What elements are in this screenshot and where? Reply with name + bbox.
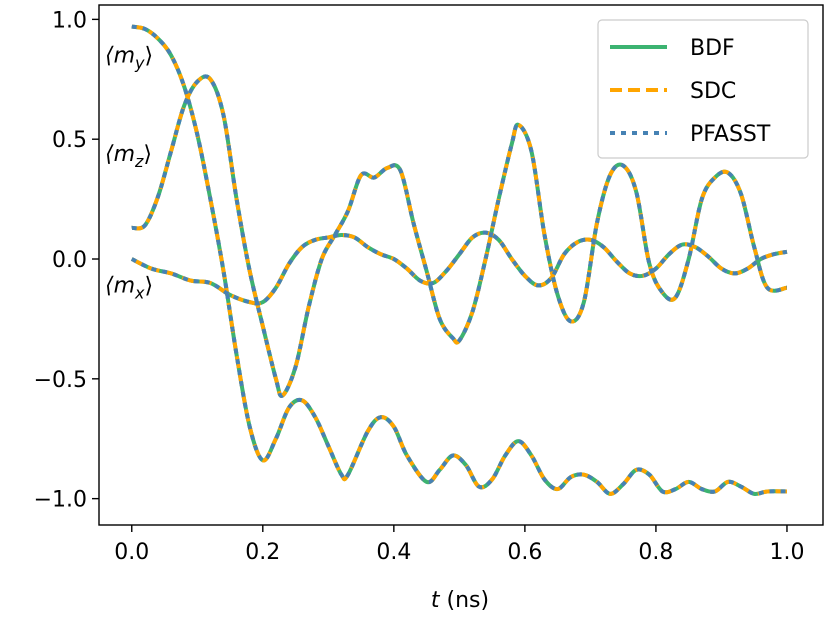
x-tick-label: 0.0 <box>114 540 149 565</box>
y-tick-label: 1.0 <box>52 8 87 33</box>
legend-label-sdc: SDC <box>690 79 736 104</box>
x-tick-label: 0.8 <box>638 540 673 565</box>
x-tick-label: 0.2 <box>245 540 280 565</box>
series-pfasst-mx <box>130 230 788 306</box>
x-tick-label: 1.0 <box>769 540 804 565</box>
plot-frame <box>98 4 824 526</box>
plot-lines <box>130 24 788 496</box>
x-axis-ticks: 0.0 0.2 0.4 0.6 0.8 1.0 <box>114 525 804 565</box>
legend-label-pfasst: PFASST <box>690 122 771 147</box>
series-sdc-mx <box>130 230 788 306</box>
y-axis-ticks: 1.0 0.5 0.0 −0.5 −1.0 <box>34 8 99 513</box>
x-axis-label-var: t <box>431 588 441 613</box>
legend-box <box>597 19 809 159</box>
y-tick-label: −0.5 <box>34 368 87 393</box>
curve-label-mx: ⟨mx⟩ <box>105 274 153 303</box>
curve-labels: ⟨my⟩ ⟨mz⟩ ⟨mx⟩ <box>105 44 153 303</box>
x-tick-label: 0.6 <box>507 540 542 565</box>
legend-label-bdf: BDF <box>690 36 735 61</box>
curve-label-mz: ⟨mz⟩ <box>105 142 152 171</box>
curve-label-my: ⟨my⟩ <box>105 44 153 73</box>
x-axis-label: t (ns) <box>431 588 489 613</box>
y-tick-label: −1.0 <box>34 488 87 513</box>
series-pfasst-mz <box>131 74 788 398</box>
x-tick-label: 0.4 <box>376 540 411 565</box>
y-tick-label: 0.0 <box>52 248 87 273</box>
x-axis-label-unit: (ns) <box>440 588 490 613</box>
series-pfasst-my <box>131 24 787 496</box>
legend: BDF SDC PFASST <box>597 19 809 159</box>
y-tick-label: 0.5 <box>52 128 87 153</box>
